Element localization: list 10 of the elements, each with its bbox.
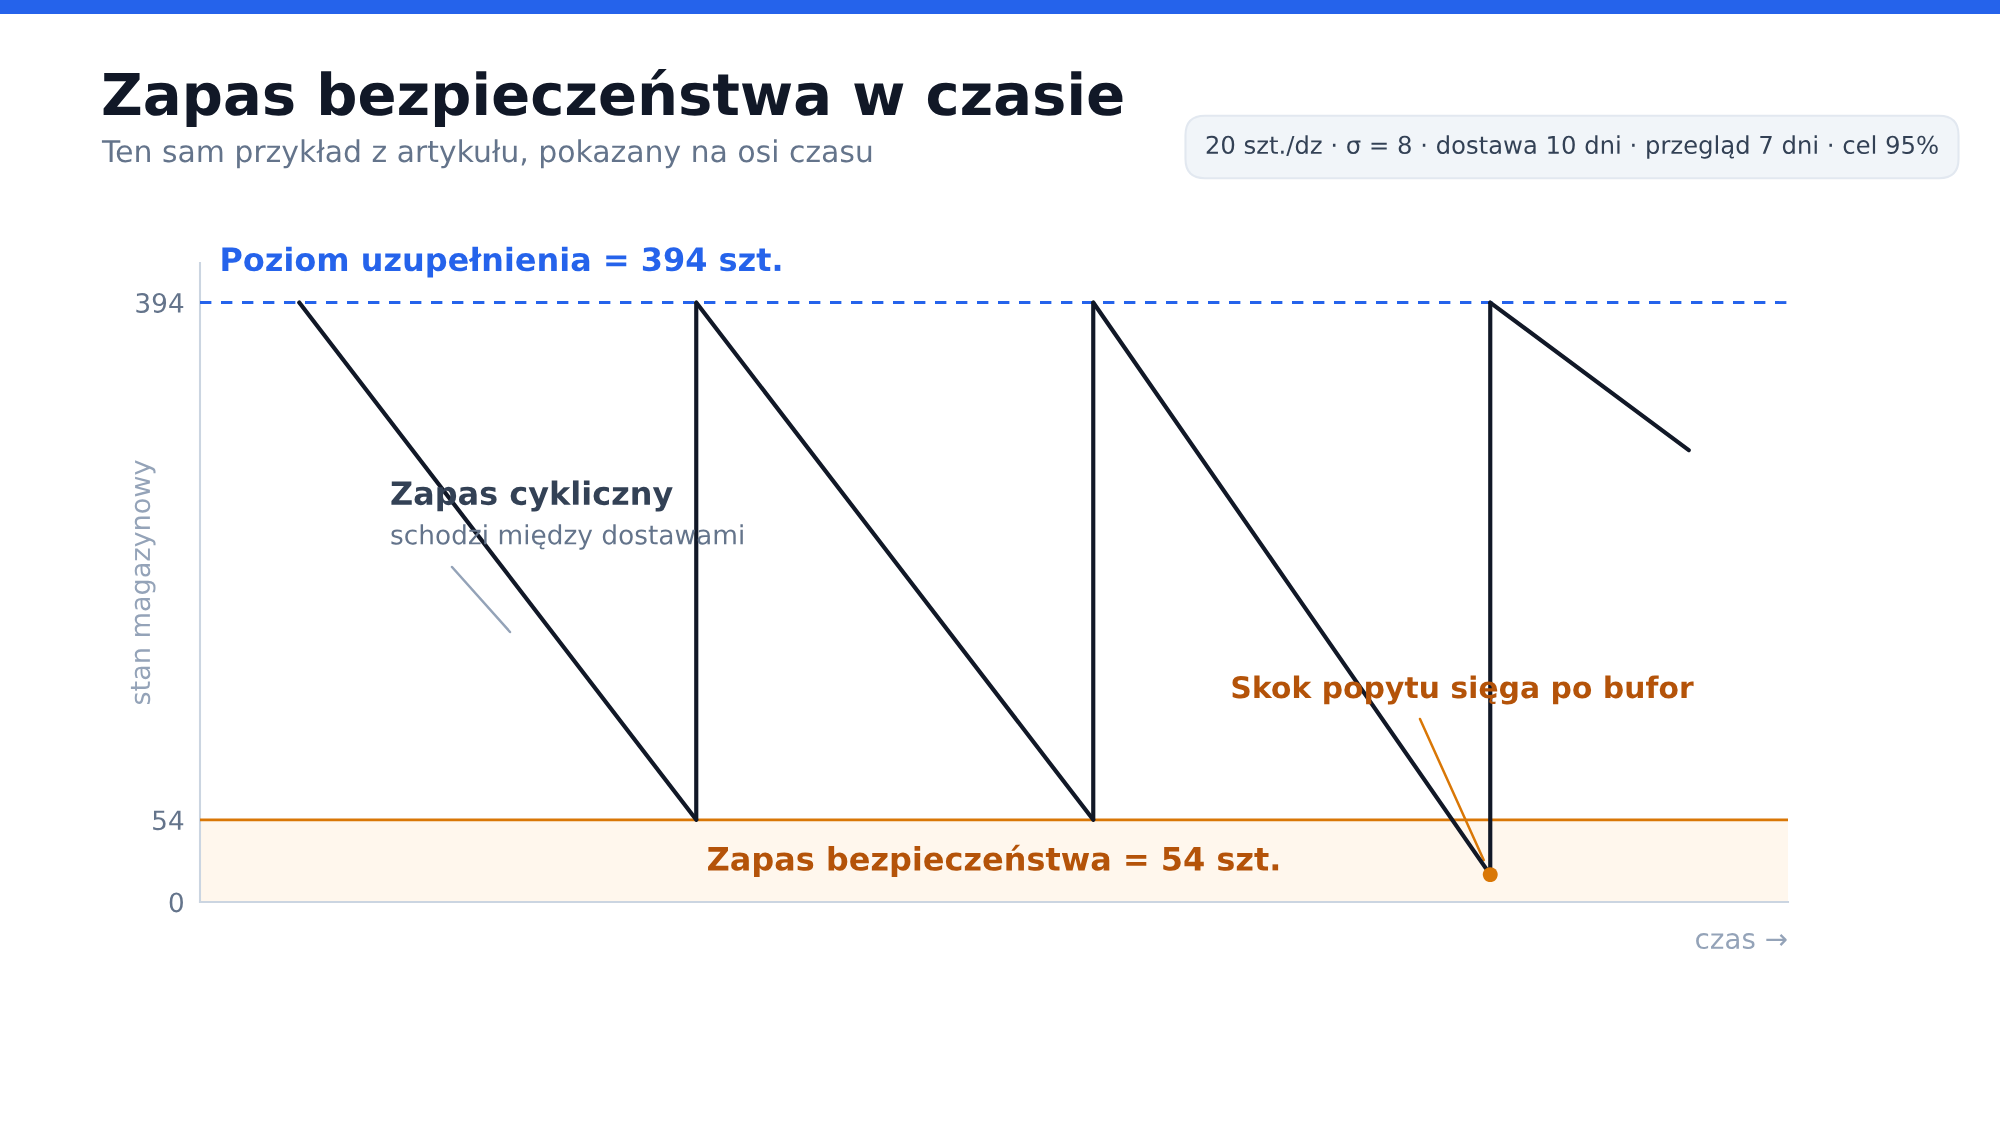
- band-label: Zapas bezpieczeństwa = 54 szt.: [708, 844, 1279, 878]
- text: 20 szt./dz · σ = 8 · dostawa 10 dni · przegląd 7 dni · cel 95%: [1206, 135, 1938, 159]
- ref-line-label: Poziom uzupełnienia = 394 szt.: [222, 246, 781, 278]
- y-axis-title: stan magazynowy: [130, 460, 156, 705]
- y-tick-label: 0: [169, 892, 183, 913]
- chart-subtitle: Ten sam przykład z artykułu, pokazany na osi czasu: [101, 139, 872, 169]
- x-axis-title: czas →: [1696, 933, 1787, 950]
- y-tick-label: 394: [136, 293, 184, 313]
- chart-title: Zapas bezpieczeństwa w czasie: [103, 68, 1123, 127]
- y-tick-label: 54: [153, 810, 184, 831]
